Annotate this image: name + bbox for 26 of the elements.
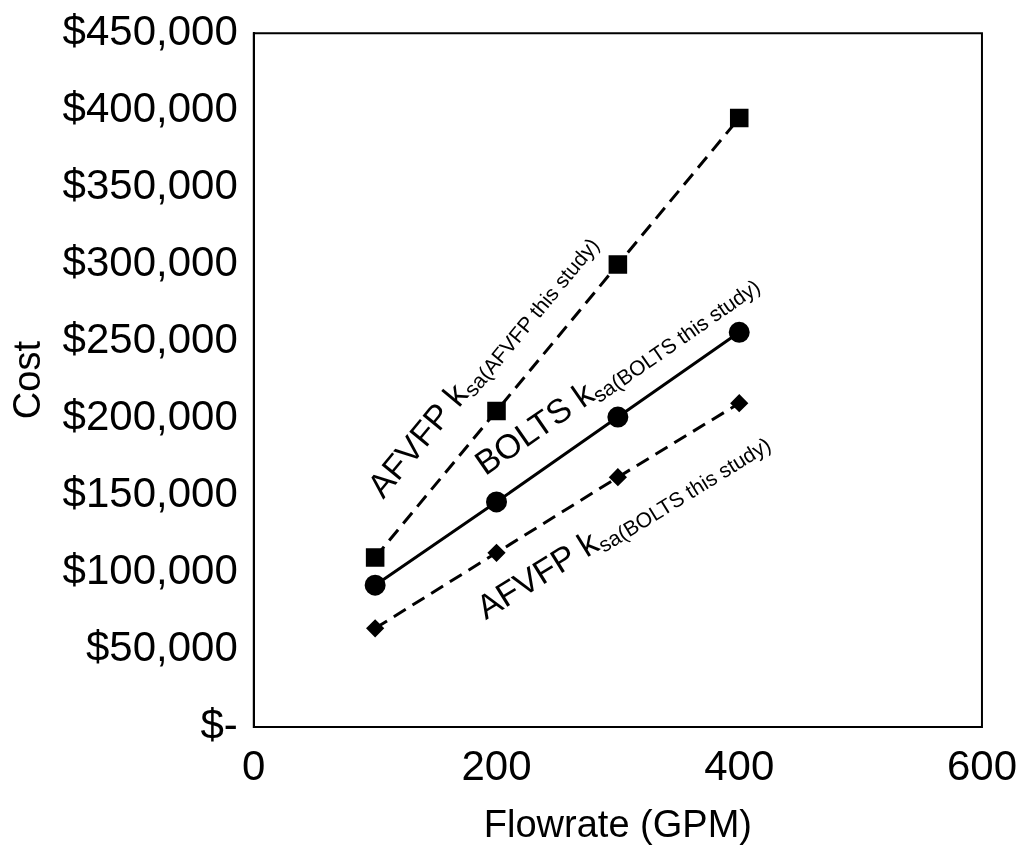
point [609,468,627,486]
y-tick-label: $350,000 [62,160,238,208]
y-tick-label: $200,000 [62,392,238,440]
y-tick-label: $250,000 [62,315,238,363]
x-tick-label: 200 [461,741,532,789]
y-tick-label: $450,000 [62,6,238,54]
point [729,108,749,128]
x-tick-label: 0 [242,741,266,789]
y-tick-label: $400,000 [62,83,238,131]
y-tick-label: $300,000 [62,238,238,286]
point [366,619,384,637]
y-axis-title: Cost [6,340,49,420]
point [364,574,386,596]
y-tick-label: $- [200,700,238,748]
y-tick-label: $150,000 [62,469,238,517]
point [728,321,750,343]
point [607,406,629,428]
point [730,394,748,412]
point [486,491,508,513]
x-tick-label: 600 [946,741,1017,789]
y-tick-label: $100,000 [62,546,238,594]
y-tick-label: $50,000 [85,623,238,671]
point [608,255,628,274]
x-axis-title: Flowrate (GPM) [483,802,752,845]
x-tick-label: 400 [704,741,775,789]
point [365,548,385,567]
